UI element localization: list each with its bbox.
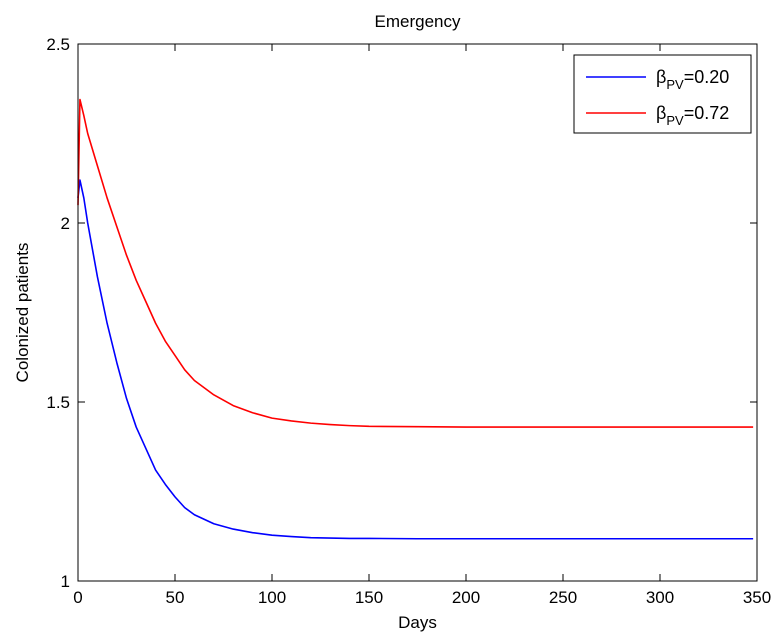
y-tick-label: 1 <box>61 572 70 591</box>
x-tick-label: 200 <box>452 588 480 607</box>
legend: βPV=0.20 βPV=0.72 <box>573 54 752 134</box>
y-tick-label: 2 <box>61 214 70 233</box>
legend-box <box>573 54 752 134</box>
y-tick-label: 1.5 <box>46 393 70 412</box>
axes-layer <box>77 43 758 582</box>
x-tick-label: 250 <box>549 588 577 607</box>
x-axis-label: Days <box>398 613 437 632</box>
x-tick-label: 350 <box>743 588 771 607</box>
chart-title: Emergency <box>375 12 461 31</box>
x-tick-label: 150 <box>355 588 383 607</box>
legend-label-1: βPV=0.20 <box>656 67 729 92</box>
series-layer <box>77 98 754 540</box>
x-tick-label: 50 <box>166 588 185 607</box>
x-tick-label: 300 <box>646 588 674 607</box>
series-line-1 <box>77 179 754 540</box>
x-tick-label: 100 <box>258 588 286 607</box>
axes-frame <box>77 43 758 582</box>
series-line-2 <box>77 98 754 428</box>
legend-label-2: βPV=0.72 <box>656 103 729 128</box>
ticks-layer: 0 50 100 150 200 250 300 350 1 1.5 2 2.5 <box>46 35 771 607</box>
y-tick-label: 2.5 <box>46 35 70 54</box>
y-axis-label: Colonized patients <box>13 243 32 383</box>
x-tick-label: 0 <box>73 588 82 607</box>
